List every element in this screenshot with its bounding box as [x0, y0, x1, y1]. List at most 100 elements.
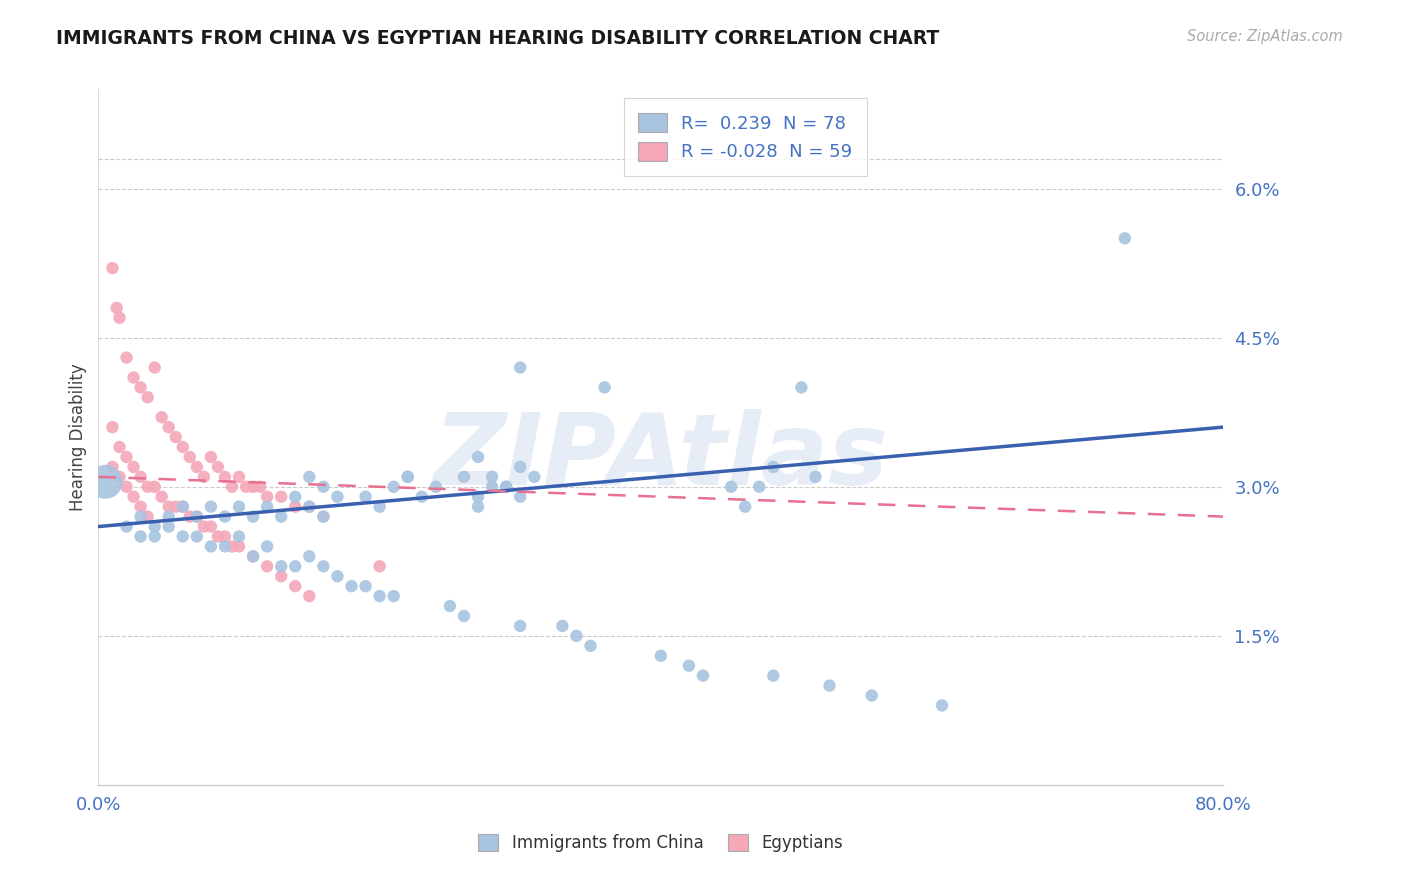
Point	[129, 380, 152, 394]
Point	[129, 470, 152, 484]
Point	[396, 470, 419, 484]
Point	[509, 360, 531, 375]
Point	[762, 668, 785, 682]
Point	[136, 480, 159, 494]
Point	[860, 689, 883, 703]
Point	[143, 519, 166, 533]
Point	[150, 410, 173, 425]
Point	[270, 559, 292, 574]
Point	[228, 500, 250, 514]
Point	[94, 475, 117, 489]
Point	[150, 490, 173, 504]
Point	[179, 509, 201, 524]
Point	[312, 509, 335, 524]
Point	[242, 509, 264, 524]
Point	[467, 500, 489, 514]
Point	[720, 480, 742, 494]
Point	[467, 490, 489, 504]
Point	[157, 519, 180, 533]
Point	[1114, 231, 1136, 245]
Point	[200, 450, 222, 464]
Point	[298, 589, 321, 603]
Point	[172, 500, 194, 514]
Legend: R=  0.239  N = 78, R = -0.028  N = 59: R= 0.239 N = 78, R = -0.028 N = 59	[623, 98, 868, 176]
Point	[129, 500, 152, 514]
Point	[214, 529, 236, 543]
Point	[312, 559, 335, 574]
Point	[284, 490, 307, 504]
Point	[692, 668, 714, 682]
Point	[157, 500, 180, 514]
Point	[284, 559, 307, 574]
Point	[108, 440, 131, 454]
Point	[228, 470, 250, 484]
Point	[235, 480, 257, 494]
Point	[214, 540, 236, 554]
Point	[354, 579, 377, 593]
Point	[270, 569, 292, 583]
Point	[186, 459, 208, 474]
Point	[115, 480, 138, 494]
Point	[122, 370, 145, 384]
Point	[172, 500, 194, 514]
Point	[179, 450, 201, 464]
Point	[326, 569, 349, 583]
Point	[650, 648, 672, 663]
Point	[326, 490, 349, 504]
Point	[143, 360, 166, 375]
Point	[214, 509, 236, 524]
Point	[340, 579, 363, 593]
Point	[157, 420, 180, 434]
Point	[396, 470, 419, 484]
Point	[804, 470, 827, 484]
Point	[411, 490, 433, 504]
Point	[214, 470, 236, 484]
Text: ZIPAtlas: ZIPAtlas	[433, 409, 889, 507]
Point	[298, 500, 321, 514]
Point	[172, 529, 194, 543]
Point	[200, 519, 222, 533]
Point	[143, 529, 166, 543]
Point	[136, 390, 159, 404]
Point	[509, 490, 531, 504]
Point	[790, 380, 813, 394]
Point	[509, 459, 531, 474]
Point	[256, 540, 278, 554]
Point	[186, 509, 208, 524]
Point	[129, 529, 152, 543]
Point	[818, 679, 841, 693]
Point	[186, 509, 208, 524]
Point	[115, 450, 138, 464]
Point	[467, 450, 489, 464]
Point	[122, 490, 145, 504]
Point	[143, 480, 166, 494]
Point	[249, 480, 271, 494]
Point	[481, 470, 503, 484]
Point	[105, 301, 128, 315]
Point	[551, 619, 574, 633]
Y-axis label: Hearing Disability: Hearing Disability	[69, 363, 87, 511]
Point	[453, 470, 475, 484]
Point	[221, 480, 243, 494]
Point	[242, 480, 264, 494]
Point	[284, 579, 307, 593]
Point	[242, 549, 264, 564]
Point	[228, 529, 250, 543]
Point	[256, 559, 278, 574]
Point	[136, 509, 159, 524]
Point	[115, 519, 138, 533]
Point	[931, 698, 953, 713]
Point	[108, 470, 131, 484]
Point	[186, 529, 208, 543]
Point	[368, 559, 391, 574]
Point	[354, 490, 377, 504]
Point	[221, 540, 243, 554]
Point	[284, 500, 307, 514]
Point	[495, 480, 517, 494]
Point	[165, 500, 187, 514]
Point	[748, 480, 770, 494]
Point	[270, 509, 292, 524]
Point	[172, 440, 194, 454]
Point	[453, 609, 475, 624]
Point	[256, 490, 278, 504]
